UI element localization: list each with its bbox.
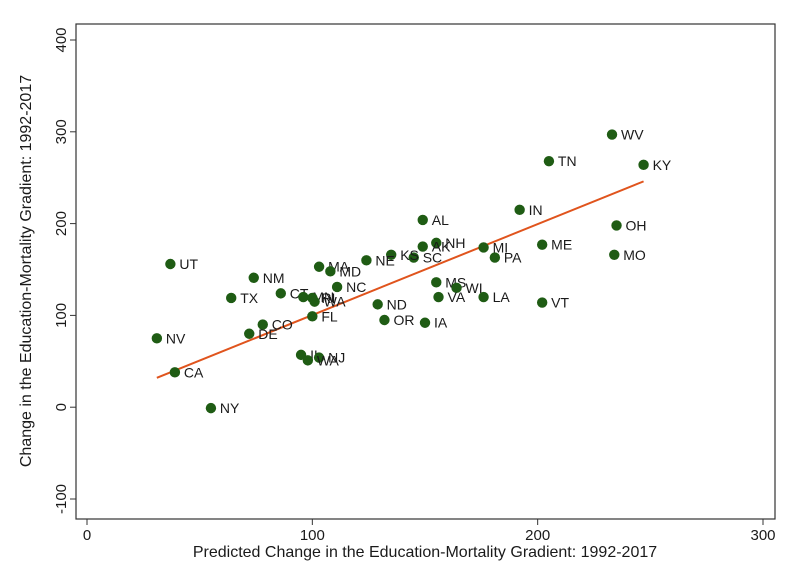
data-point — [611, 220, 622, 231]
point-label: NC — [346, 279, 366, 295]
data-point — [543, 155, 555, 167]
point-label: FL — [321, 308, 338, 324]
point-label: NH — [445, 235, 465, 251]
point-label: AK — [432, 239, 451, 255]
y-tick-label: 0 — [53, 403, 70, 411]
point-label: NE — [375, 252, 394, 268]
data-point — [431, 277, 442, 288]
y-tick-label: -100 — [53, 484, 70, 514]
data-point — [244, 328, 255, 339]
point-label: CO — [272, 317, 293, 333]
point-label: TN — [558, 153, 577, 169]
point-label: LA — [493, 289, 511, 305]
data-point — [226, 292, 237, 304]
point-label: MD — [339, 263, 361, 279]
point-label: ME — [551, 237, 572, 253]
y-tick-label: 300 — [53, 119, 70, 144]
x-tick-label: 100 — [300, 527, 325, 544]
plot-frame — [75, 23, 776, 520]
data-point — [478, 291, 489, 303]
data-point — [313, 352, 325, 363]
point-label: WA — [324, 294, 347, 310]
data-point — [309, 296, 320, 307]
fit-line-group — [156, 180, 644, 379]
data-point — [275, 288, 286, 299]
data-point — [325, 266, 336, 277]
x-tick-label: 0 — [83, 527, 91, 544]
x-tick-label: 300 — [750, 527, 775, 544]
point-label: NJ — [328, 350, 345, 366]
data-point — [165, 258, 176, 270]
y-tick-label: 200 — [53, 211, 70, 236]
data-point — [205, 402, 217, 414]
y-axis: -100 0 100 200 300 400 — [53, 27, 76, 514]
y-tick-label: 400 — [53, 27, 70, 52]
point-label: WV — [621, 127, 644, 143]
point-label: RI — [321, 290, 335, 306]
point-label: NY — [220, 400, 240, 416]
x-axis: 0 100 200 300 — [83, 519, 776, 544]
data-point — [361, 255, 372, 266]
data-point — [331, 281, 343, 293]
point-label: CA — [184, 364, 204, 380]
data-point — [151, 333, 163, 344]
point-label: VA — [448, 289, 466, 305]
data-point — [417, 241, 428, 252]
fit-line — [156, 180, 644, 379]
data-point — [606, 129, 618, 140]
data-point — [419, 317, 431, 328]
x-tick-label: 200 — [525, 527, 550, 544]
point-label: VT — [551, 295, 569, 311]
point-label: KY — [653, 157, 672, 173]
x-axis-title: Predicted Change in the Education-Mortal… — [193, 544, 657, 561]
point-label: MI — [493, 239, 509, 255]
point-label: OH — [626, 217, 647, 233]
point-label: TX — [240, 290, 259, 306]
point-label: IA — [434, 315, 448, 331]
data-point — [451, 282, 462, 294]
point-label: KS — [400, 247, 419, 263]
point-label: AL — [432, 212, 449, 228]
y-tick-label: 100 — [53, 303, 70, 328]
data-point — [536, 239, 548, 250]
data-point — [372, 299, 383, 310]
data-point — [169, 367, 181, 378]
data-point — [257, 319, 268, 330]
data-point — [536, 297, 548, 308]
data-point — [379, 314, 390, 326]
point-label: MO — [623, 247, 646, 263]
point-label: IN — [529, 202, 543, 218]
point-label: SC — [423, 250, 442, 266]
data-point — [298, 291, 309, 303]
data-point — [386, 249, 397, 261]
point-label: PA — [504, 250, 522, 266]
data-point — [408, 252, 419, 263]
data-point — [489, 252, 501, 263]
point-label: UT — [179, 256, 198, 272]
point-label: WI — [466, 280, 483, 296]
point-label: ND — [387, 296, 407, 312]
y-axis-title: Change in the Education-Mortality Gradie… — [18, 75, 35, 467]
data-point — [431, 237, 442, 249]
data-point — [313, 261, 325, 272]
data-point — [514, 204, 525, 216]
data-point — [307, 311, 318, 322]
data-point — [417, 214, 428, 226]
point-label: OR — [393, 312, 414, 328]
point-label: WA — [317, 352, 340, 368]
point-label: NM — [263, 270, 285, 286]
data-point — [433, 291, 444, 303]
data-point — [478, 242, 489, 253]
data-point — [248, 272, 259, 283]
data-point — [609, 249, 620, 261]
data-point — [302, 355, 314, 366]
point-label: NV — [166, 330, 186, 346]
data-point — [638, 159, 649, 171]
point-label: DE — [258, 326, 277, 342]
